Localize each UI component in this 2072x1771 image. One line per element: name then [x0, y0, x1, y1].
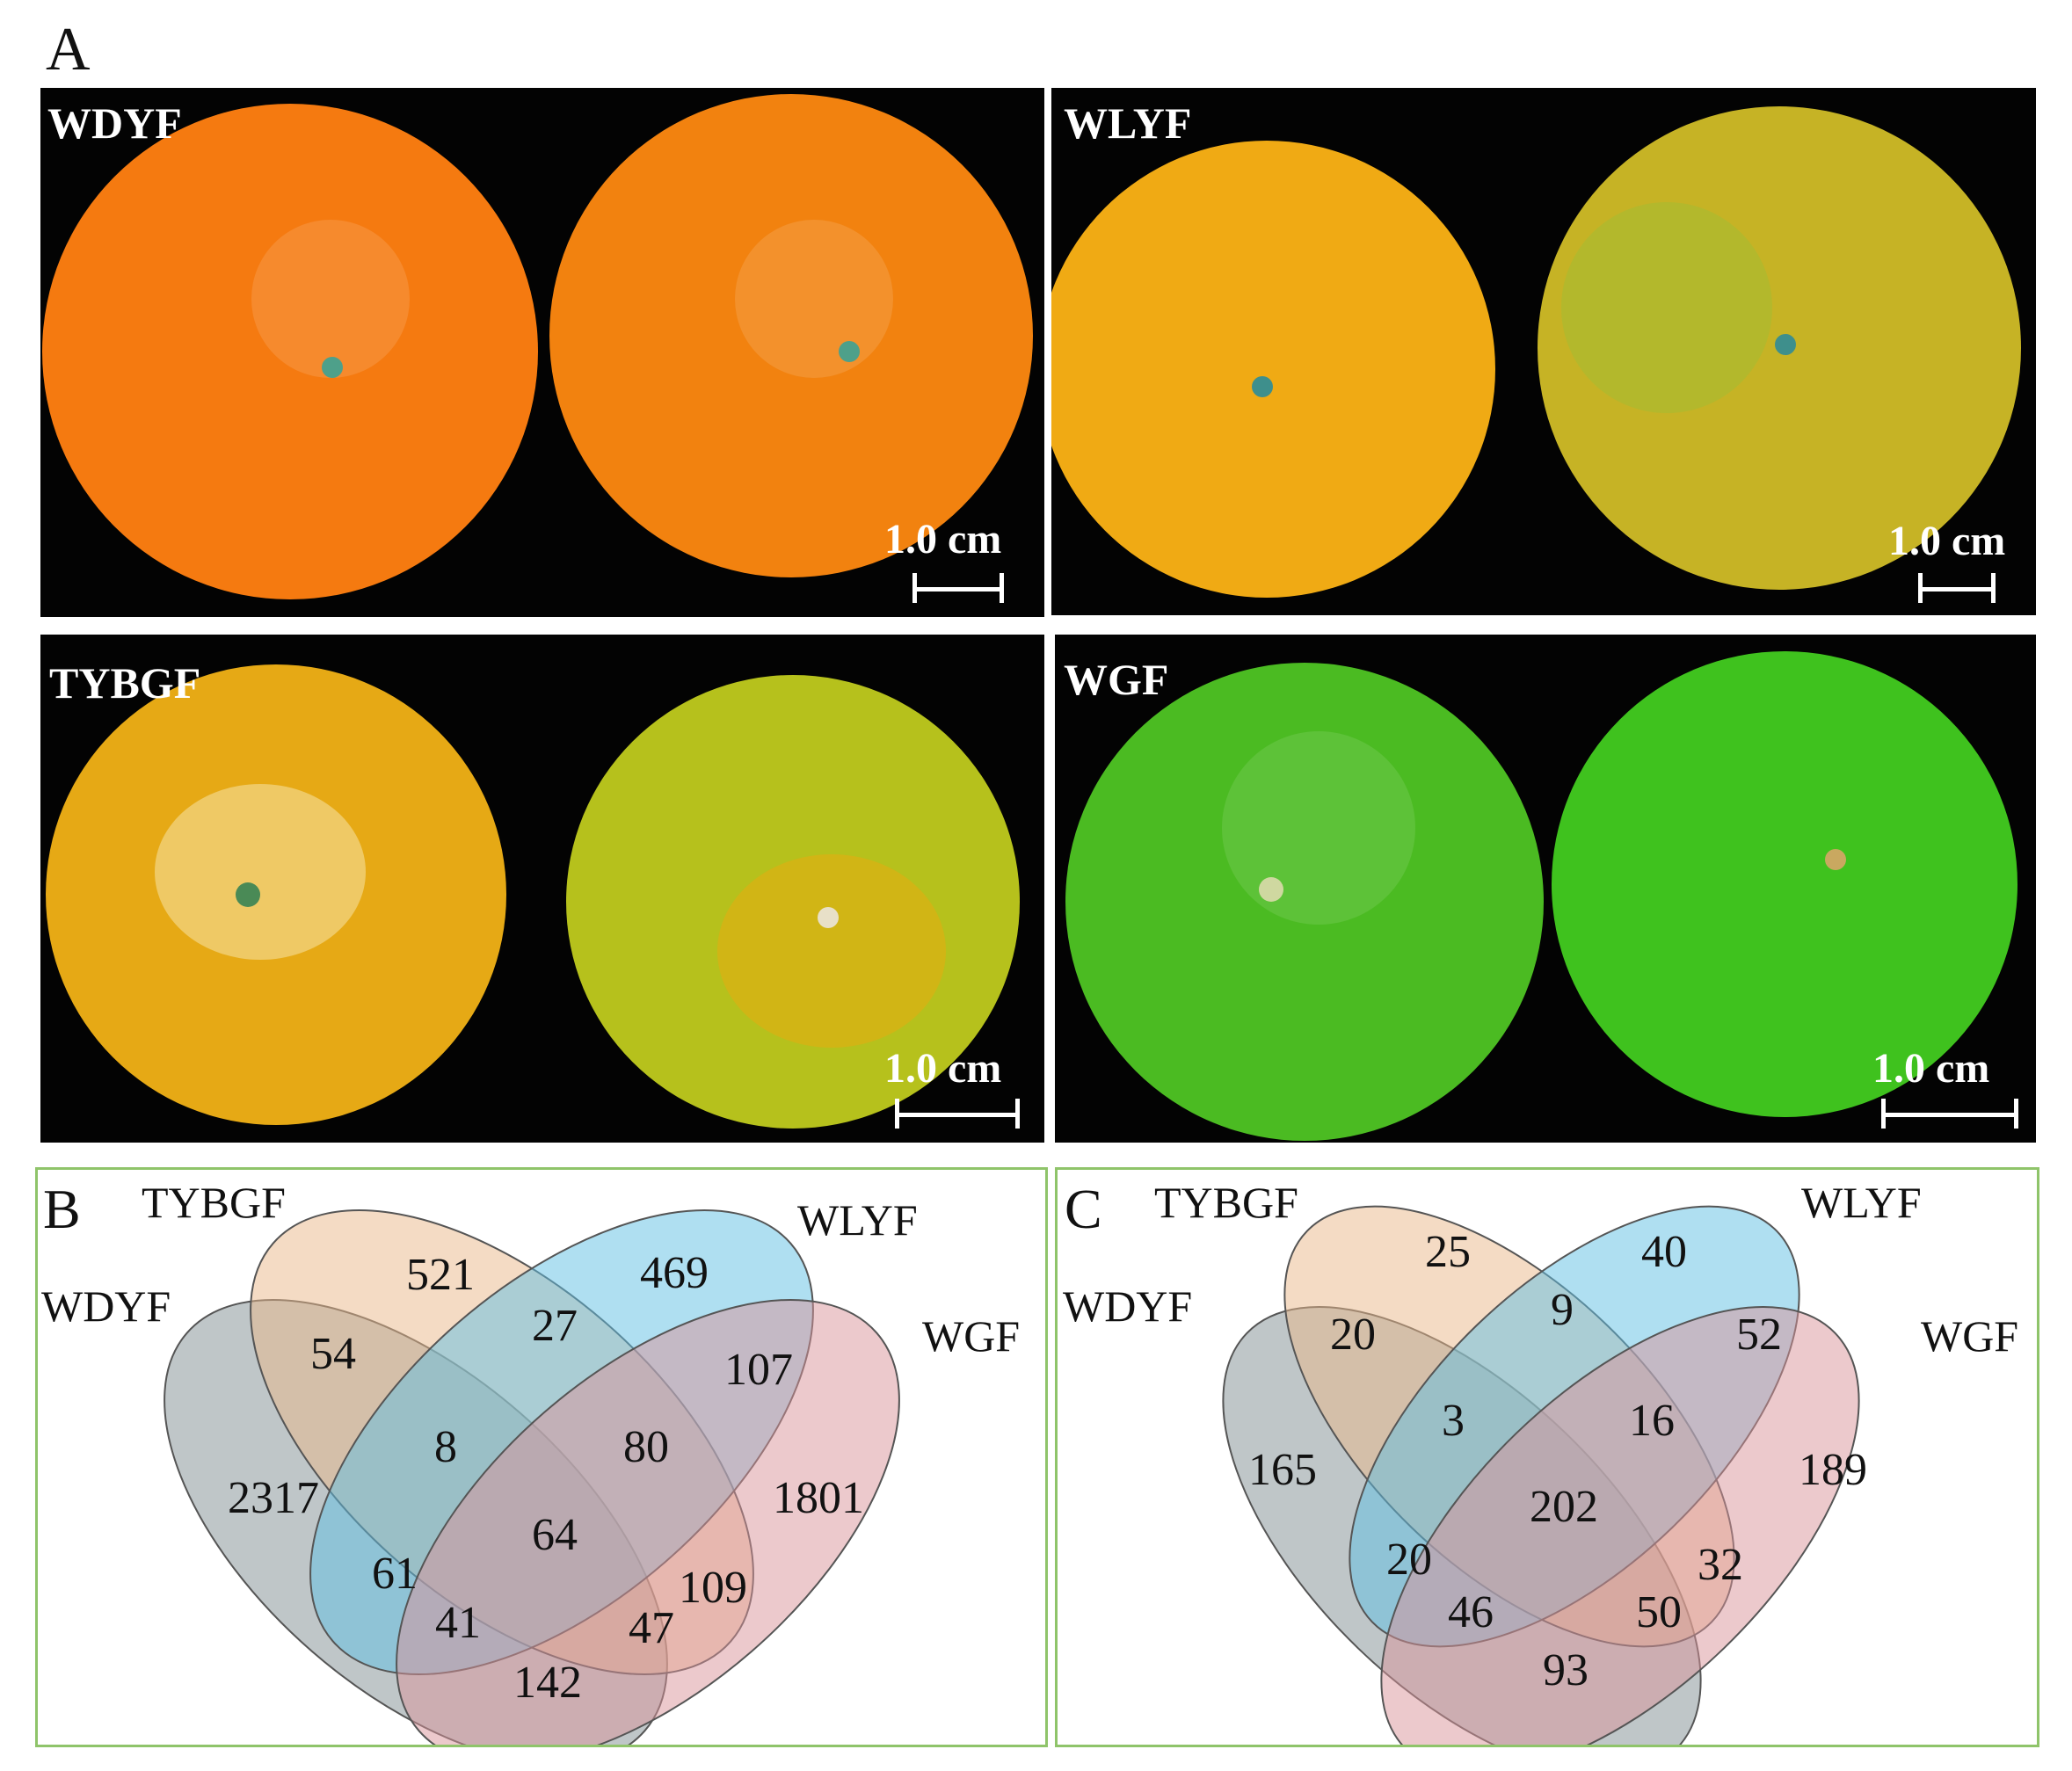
- venn-panel-c: C TYBGF WLYF WDYF WGF 25 40 9 20 52 3 16…: [1055, 1167, 2039, 1747]
- set-label-wdyf: WDYF: [41, 1281, 171, 1331]
- region-count: 521: [406, 1250, 475, 1300]
- region-count: 93: [1543, 1645, 1589, 1695]
- photo-wlyf: [1051, 88, 2036, 615]
- scale-text: 1.0 cm: [884, 1045, 1002, 1092]
- region-count: 27: [532, 1301, 578, 1351]
- fruit-right: [566, 675, 1020, 1129]
- stem-icon: [236, 882, 260, 907]
- stem-icon: [839, 341, 860, 362]
- scale-text: 1.0 cm: [1872, 1045, 1990, 1092]
- region-count: 47: [629, 1603, 674, 1653]
- region-count: 40: [1641, 1227, 1687, 1277]
- region-count: 32: [1698, 1540, 1743, 1590]
- region-count: 20: [1386, 1535, 1432, 1585]
- region-count: 41: [435, 1598, 481, 1648]
- panel-a-letter: A: [46, 16, 91, 83]
- region-count: 165: [1248, 1445, 1317, 1495]
- fruit-left: [1065, 663, 1544, 1141]
- photo-label: WGF: [1064, 655, 1169, 704]
- region-count: 202: [1530, 1482, 1598, 1532]
- photo-label: TYBGF: [49, 658, 201, 708]
- region-count: 142: [513, 1658, 582, 1708]
- stem-icon: [1775, 334, 1796, 355]
- scale-text: 1.0 cm: [1888, 518, 2006, 564]
- set-label-wlyf: WLYF: [797, 1195, 918, 1245]
- ellipse-wgf: [1380, 1306, 1860, 1745]
- photo-label: WDYF: [47, 98, 182, 148]
- stem-icon: [1252, 376, 1273, 397]
- region-count: 25: [1425, 1227, 1471, 1277]
- venn-diagram: B TYBGF WLYF WDYF WGF 521 469 27 54 107 …: [41, 1178, 1020, 1745]
- stem-icon: [1825, 849, 1846, 870]
- fruit-pair: [1065, 651, 2018, 1141]
- region-count: 8: [434, 1422, 457, 1472]
- ellipse-wgf: [396, 1299, 900, 1745]
- region-count: 107: [724, 1345, 793, 1395]
- stem-icon: [1259, 877, 1283, 902]
- photo-tybgf: [40, 635, 1044, 1143]
- scale-bar: [912, 587, 1004, 592]
- set-label-tybgf: TYBGF: [1154, 1178, 1298, 1227]
- set-label-wgf: WGF: [1921, 1311, 2018, 1361]
- region-count: 50: [1636, 1587, 1682, 1637]
- fruit-left: [42, 104, 538, 599]
- region-count: 54: [310, 1329, 356, 1379]
- region-count: 189: [1799, 1445, 1867, 1495]
- set-label-tybgf: TYBGF: [142, 1178, 286, 1227]
- scale-bar: [1918, 587, 1996, 592]
- set-label-wgf: WGF: [922, 1311, 1020, 1361]
- panel-b-letter: B: [43, 1178, 81, 1240]
- venn-panel-b: B TYBGF WLYF WDYF WGF 521 469 27 54 107 …: [35, 1167, 1048, 1747]
- region-count: 16: [1629, 1396, 1675, 1446]
- scale-bar: [1881, 1113, 2018, 1117]
- fruit-pair: [1051, 106, 2021, 603]
- scale-bar: [895, 1113, 1020, 1117]
- set-label-wdyf: WDYF: [1063, 1281, 1192, 1331]
- stem-icon: [818, 907, 839, 928]
- region-count: 2317: [228, 1473, 319, 1523]
- fruit-left: [1051, 141, 1495, 598]
- scale-text: 1.0 cm: [884, 516, 1002, 563]
- region-count: 1801: [773, 1473, 864, 1523]
- region-count: 469: [640, 1248, 709, 1298]
- region-count: 20: [1330, 1310, 1376, 1360]
- region-count: 64: [532, 1510, 578, 1560]
- set-label-wlyf: WLYF: [1801, 1178, 1922, 1227]
- region-count: 52: [1736, 1310, 1782, 1360]
- stem-icon: [322, 357, 343, 378]
- photo-label: WLYF: [1064, 98, 1192, 148]
- fruit-pair: [46, 664, 1020, 1129]
- fruit-right: [1552, 651, 2017, 1117]
- region-count: 109: [679, 1563, 747, 1613]
- panel-c-letter: C: [1065, 1178, 1102, 1240]
- photo-wdyf: [40, 88, 1044, 617]
- fruit-right: [549, 94, 1033, 577]
- region-count: 9: [1551, 1285, 1574, 1335]
- region-count: 80: [623, 1422, 669, 1472]
- photo-wgf: [1055, 635, 2036, 1143]
- region-count: 46: [1448, 1587, 1494, 1637]
- region-count: 61: [372, 1549, 418, 1599]
- fruit-pair: [42, 94, 1033, 603]
- venn-diagram: C TYBGF WLYF WDYF WGF 25 40 9 20 52 3 16…: [1063, 1178, 2018, 1745]
- region-count: 3: [1442, 1396, 1465, 1446]
